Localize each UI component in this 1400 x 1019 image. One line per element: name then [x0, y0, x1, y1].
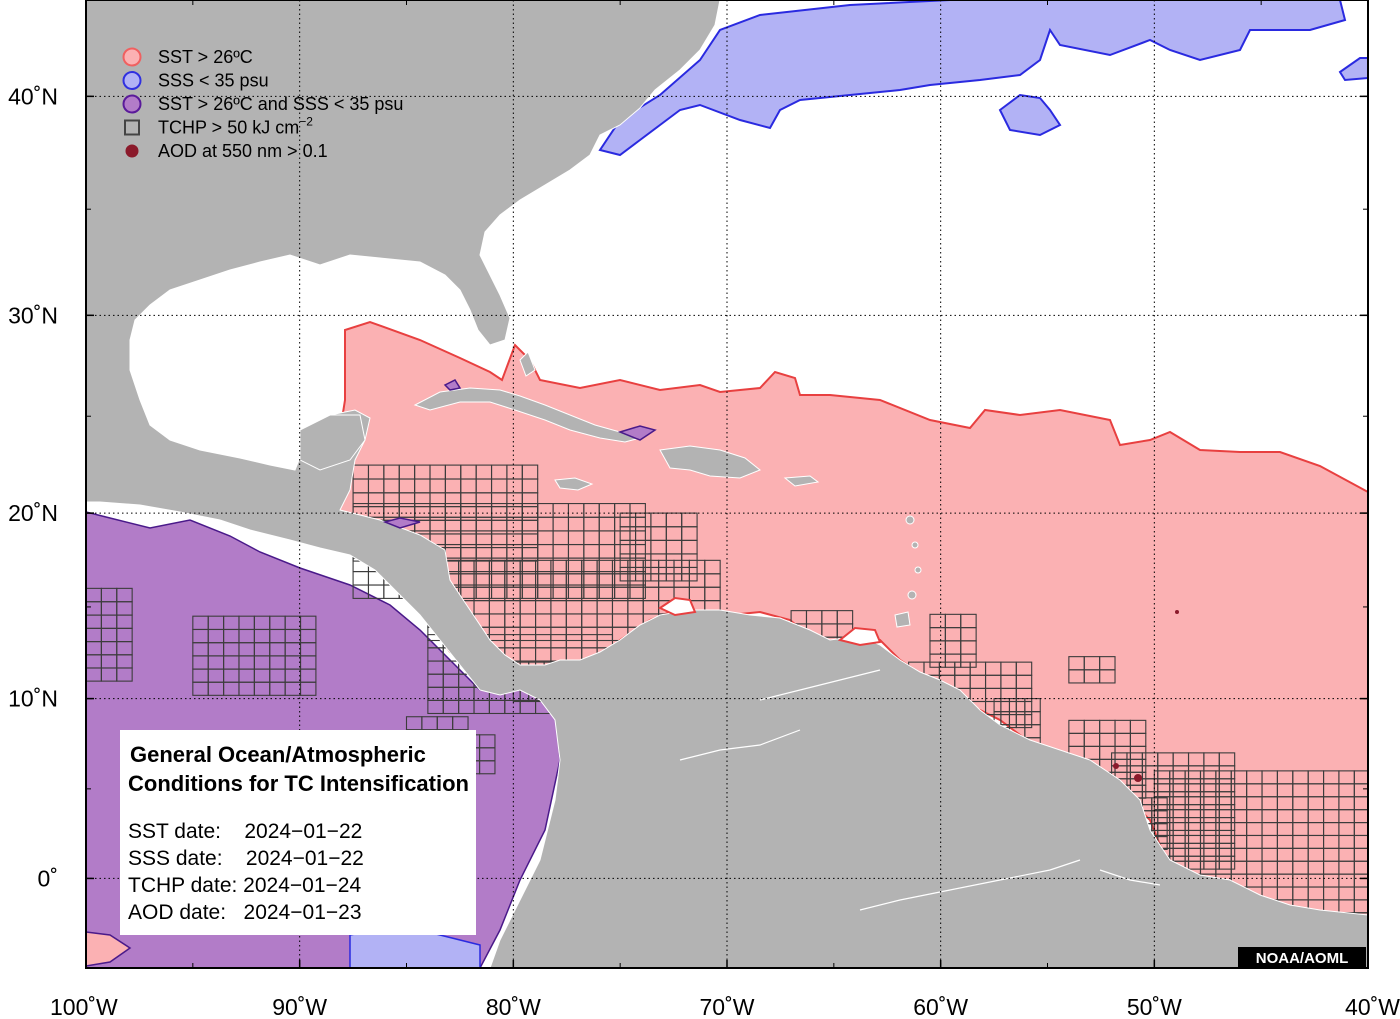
- tchp-cell: [116, 667, 133, 682]
- pacific-sst-patch: [86, 931, 132, 967]
- legend: SST > 26ºC SSS < 35 psu SST > 26ºC and SSS…: [122, 47, 403, 161]
- hispaniola-land: [659, 445, 761, 479]
- legend-label: SST > 26ºC and SSS < 35 psu: [158, 94, 403, 114]
- small-sst-sss-patch: [382, 517, 421, 529]
- island: [905, 515, 915, 525]
- x-tick-label: 60˚W: [913, 994, 968, 1019]
- island: [914, 566, 922, 574]
- bahamas-land: [519, 351, 536, 377]
- river: [679, 729, 801, 761]
- sss-date: SSS date: 2024−01−22: [128, 847, 364, 870]
- sst-date: SST date: 2024−01−22: [128, 820, 362, 843]
- x-tick-label: 50˚W: [1127, 994, 1182, 1019]
- x-tick-label: 40˚W: [1345, 994, 1400, 1019]
- tchp-cell: [479, 760, 496, 775]
- info-box: General Ocean/Atmospheric Conditions for…: [120, 730, 476, 935]
- north-atlantic-sss-blob: [998, 93, 1062, 137]
- legend-label: TCHP > 50 kJ cm−2: [158, 115, 313, 138]
- jamaica-land: [554, 477, 594, 491]
- venezuela-coastal-patch: [657, 596, 697, 617]
- aod-dot: [1175, 610, 1179, 614]
- credit-label: NOAA/AOML: [1256, 950, 1349, 967]
- island: [911, 541, 919, 549]
- tchp-date: TCHP date: 2024−01−24: [128, 874, 361, 897]
- x-tick-label: 100˚W: [50, 994, 118, 1019]
- legend-symbol: [125, 144, 139, 158]
- credit-background: [1238, 947, 1366, 968]
- legend-label: SSS < 35 psu: [158, 71, 269, 91]
- island: [907, 590, 917, 600]
- puerto-rico-land: [783, 475, 820, 487]
- y-tick-label: 0˚: [38, 865, 58, 891]
- venezuela-coastal-patch: [837, 626, 882, 647]
- y-tick-label: 10˚N: [8, 686, 58, 712]
- legend-symbol: [124, 119, 140, 136]
- info-title-line2: Conditions for TC Intensification: [128, 771, 469, 796]
- river: [859, 859, 1081, 911]
- tchp-cell: [960, 653, 977, 668]
- legend-label: SST > 26ºC: [158, 47, 253, 67]
- rivers: [679, 669, 1161, 911]
- river: [759, 669, 881, 701]
- x-tick-label: 70˚W: [700, 994, 755, 1019]
- small-sst-sss-patch: [443, 379, 462, 391]
- tchp-cell: [1015, 714, 1033, 729]
- y-tick-label: 30˚N: [8, 302, 58, 328]
- x-tick-label: 90˚W: [272, 994, 327, 1019]
- east-sss-blob: [1338, 57, 1368, 82]
- aod-dot: [1134, 774, 1142, 782]
- y-axis: 40˚N 30˚N 20˚N 10˚N 0˚: [8, 83, 1368, 969]
- land: [86, 0, 1368, 968]
- y-tick-label: 20˚N: [8, 500, 58, 526]
- legend-symbol: [122, 47, 142, 67]
- aod-dot: [1113, 763, 1119, 769]
- legend-symbol: [122, 94, 142, 114]
- y-tick-label: 40˚N: [8, 83, 58, 109]
- yucatan-land: [299, 414, 366, 471]
- north-america-land: [86, 0, 1368, 968]
- credit-badge: NOAA/AOML: [1238, 947, 1366, 968]
- info-box-background: [120, 730, 476, 935]
- legend-label: AOD at 550 nm > 0.1: [158, 141, 328, 161]
- legend-symbol: [122, 71, 142, 90]
- x-axis: 100˚W 90˚W 80˚W 70˚W 60˚W 50˚W 40˚W: [50, 0, 1400, 1019]
- small-sst-sss-patch: [617, 425, 657, 441]
- aod-date: AOD date: 2024−01−23: [128, 901, 362, 924]
- tchp-cell: [1099, 669, 1116, 684]
- tchp-cell: [681, 566, 698, 582]
- legend-superscript: −2: [299, 115, 313, 129]
- river: [1099, 869, 1161, 886]
- trinidad-land: [894, 611, 911, 628]
- tchp-cell: [1218, 855, 1236, 870]
- north-atlantic-sss-region: [598, 0, 1347, 157]
- info-title-line1: General Ocean/Atmospheric: [130, 742, 426, 767]
- x-tick-label: 80˚W: [486, 994, 541, 1019]
- tchp-cell: [629, 584, 646, 599]
- tchp-cell: [299, 681, 317, 696]
